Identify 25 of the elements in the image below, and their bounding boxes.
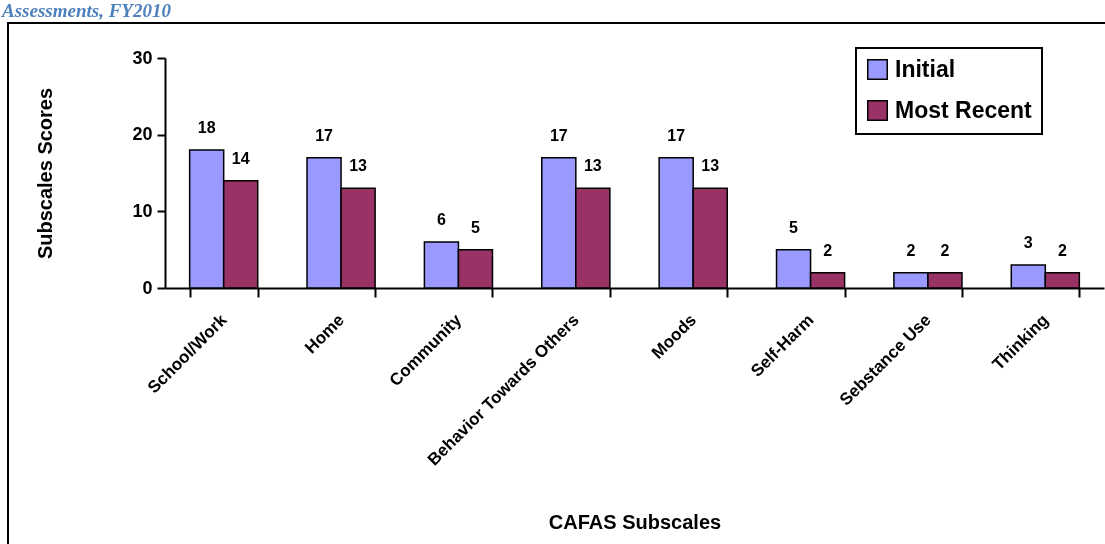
- data-label: 13: [349, 157, 368, 175]
- data-label: 3: [1023, 234, 1033, 251]
- data-label: 2: [823, 241, 833, 259]
- legend-label: Initial: [895, 55, 956, 82]
- data-label: 5: [471, 218, 480, 236]
- y-tick-label: 0: [142, 277, 153, 298]
- data-label: 6: [436, 211, 446, 228]
- y-axis-title: Subscales Scores: [33, 87, 56, 260]
- data-label: 13: [583, 157, 602, 175]
- data-label: 5: [789, 218, 799, 236]
- y-tick-label: 10: [132, 200, 153, 221]
- data-label: 17: [315, 126, 334, 144]
- data-label: 2: [1057, 241, 1067, 259]
- data-label: 18: [197, 119, 216, 136]
- x-axis-title: CAFAS Subscales: [548, 510, 722, 533]
- data-label: 13: [701, 157, 720, 175]
- y-tick-label: 20: [132, 124, 153, 145]
- data-label: 2: [940, 241, 950, 259]
- data-label: 17: [667, 126, 686, 144]
- data-label: 2: [906, 241, 916, 259]
- chart-title: Assessments, FY2010: [2, 0, 171, 21]
- data-label: 17: [549, 126, 568, 144]
- legend-label: Most Recent: [895, 96, 1033, 123]
- data-label: 14: [231, 149, 250, 167]
- y-tick-label: 30: [132, 47, 153, 68]
